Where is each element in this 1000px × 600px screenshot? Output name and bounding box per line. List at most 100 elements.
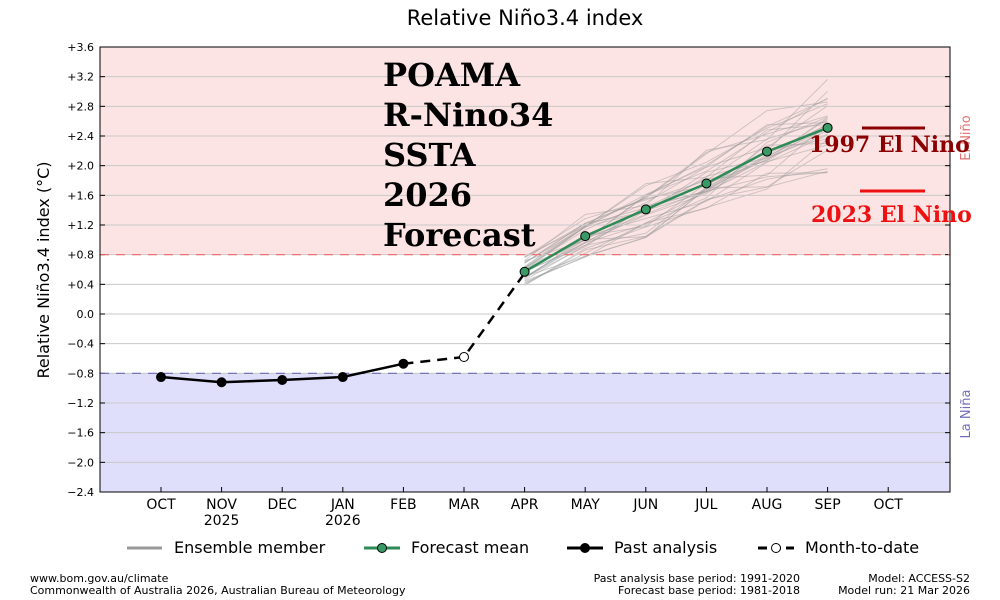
legend-past-marker — [580, 543, 590, 553]
ensemble-member-line — [524, 124, 828, 268]
ensemble-member-line — [524, 144, 828, 273]
month-to-date-line — [403, 272, 526, 365]
ensemble-member-line — [524, 90, 828, 264]
footer-copyright: Commonwealth of Australia 2026, Australi… — [30, 584, 406, 597]
ensemble-member-line — [524, 130, 828, 278]
el-nino-band — [100, 47, 950, 255]
past-analysis-point — [156, 372, 166, 383]
series-lines — [156, 122, 833, 388]
la-nina-region-label: La Niña — [959, 390, 974, 439]
forecast-mean-point — [640, 204, 651, 215]
footer-url: www.bom.gov.au/climate — [30, 572, 169, 585]
plot-frame — [99, 46, 951, 493]
overlay-line-forecast: Forecast — [383, 216, 536, 254]
ensemble-member-line — [524, 168, 828, 278]
x-tick-label: NOV — [206, 497, 237, 513]
ann-1997-label: 1997 El Nino — [809, 132, 970, 158]
ensemble-member-line — [524, 170, 828, 286]
x-tick-label: JAN — [330, 497, 355, 513]
x-tick-label: AUG — [752, 497, 783, 513]
x-tick-year-label: 2026 — [325, 513, 361, 529]
ensemble-member-line — [524, 116, 828, 273]
forecast-mean-point — [519, 266, 530, 277]
ensemble-member-line — [524, 79, 828, 261]
y-tick-label: 0.0 — [77, 308, 95, 321]
past-analysis-point — [277, 375, 288, 386]
ensemble-member-line — [524, 123, 828, 270]
legend-mtd-marker — [771, 543, 781, 553]
ensemble-member-line — [524, 105, 828, 269]
footer-model-run: Model run: 21 Mar 2026 — [838, 584, 970, 597]
ensemble-member-line — [524, 124, 828, 278]
footer-model: Model: ACCESS-S2 — [868, 572, 970, 585]
y-tick-label: +3.2 — [67, 71, 94, 84]
x-tick-label: DEC — [267, 497, 297, 513]
overlay-line-year: 2026 — [383, 176, 472, 214]
y-tick-label: +1.2 — [67, 219, 94, 232]
ensemble-member-line — [524, 142, 828, 269]
y-tick-label: +0.8 — [67, 249, 94, 262]
x-tick-label: FEB — [390, 497, 417, 513]
ensemble-member-line — [524, 101, 828, 259]
y-tick-label: +3.6 — [67, 41, 94, 54]
forecast-mean-point — [822, 122, 833, 133]
y-tick-label: −2.4 — [67, 486, 94, 499]
x-tick-label: APR — [511, 497, 539, 513]
el-nino-region-label: El Niño — [959, 115, 974, 161]
y-tick-label: −1.2 — [67, 397, 94, 410]
y-tick-label: +2.8 — [67, 100, 94, 113]
el-nino-annotations: 1997 El Nino 2023 El Nino — [809, 126, 972, 228]
ensemble-member-line — [524, 128, 828, 278]
ensemble-member-line — [524, 172, 828, 282]
ensemble-member-line — [524, 134, 828, 280]
y-tick-label: +2.4 — [67, 130, 94, 143]
overlay-line-rnino34: R-Nino34 — [383, 96, 553, 134]
legend-past-label: Past analysis — [614, 538, 717, 557]
x-tick-label: MAR — [448, 497, 480, 513]
y-tick-label: −2.0 — [67, 456, 94, 469]
footer-forecast-base: Forecast base period: 1981-2018 — [618, 584, 800, 597]
ensemble-member-line — [524, 133, 828, 281]
y-tick-label: −1.6 — [67, 427, 94, 440]
past-analysis-point — [337, 372, 348, 383]
x-tick-label: JUL — [694, 497, 717, 513]
y-tick-label: +2.0 — [67, 160, 94, 173]
ensemble-member-line — [524, 97, 828, 262]
x-tick-label: SEP — [815, 497, 841, 513]
ensemble-member-line — [524, 98, 828, 270]
ensemble-member-line — [524, 171, 828, 285]
x-tick-label: MAY — [571, 497, 601, 513]
past-analysis-point — [398, 358, 409, 369]
ensemble-member-line — [524, 122, 828, 263]
legend-mtd-label: Month-to-date — [805, 538, 919, 557]
past-analysis-point — [216, 377, 227, 388]
overlay-line-ssta: SSTA — [383, 136, 477, 174]
poama-overlay-text: POAMA R-Nino34 SSTA 2026 Forecast — [383, 56, 553, 254]
ensemble-member-line — [524, 118, 828, 264]
x-tick-label: OCT — [874, 497, 904, 513]
ann-2023-label: 2023 El Nino — [811, 202, 972, 228]
footer-past-base: Past analysis base period: 1991-2020 — [594, 572, 800, 585]
ensemble-member-line — [524, 123, 828, 279]
ensemble-member-line — [524, 115, 828, 257]
legend-forecast-label: Forecast mean — [411, 538, 529, 557]
forecast-mean-point — [701, 178, 712, 189]
y-tick-label: −0.4 — [67, 338, 94, 351]
y-tick-label: +0.4 — [67, 278, 94, 291]
x-tick-label: OCT — [146, 497, 176, 513]
forecast-mean-point — [762, 146, 772, 157]
legend-ensemble-label: Ensemble member — [174, 538, 326, 557]
y-axis-label: Relative Niño3.4 index (°C) — [34, 162, 53, 379]
forecast-mean-line — [523, 126, 829, 273]
y-tick-label: +1.6 — [67, 189, 94, 202]
x-tick-label: JUN — [632, 497, 658, 513]
footer: www.bom.gov.au/climate Commonwealth of A… — [30, 572, 970, 597]
forecast-mean-point — [580, 231, 591, 242]
legend-forecast-marker — [377, 543, 387, 553]
chart-title: Relative Niño3.4 index — [407, 6, 644, 30]
x-tick-year-label: 2025 — [204, 513, 240, 529]
month-to-date-point — [459, 352, 469, 363]
y-tick-label: −0.8 — [67, 367, 94, 380]
ensemble-member-line — [524, 149, 828, 283]
